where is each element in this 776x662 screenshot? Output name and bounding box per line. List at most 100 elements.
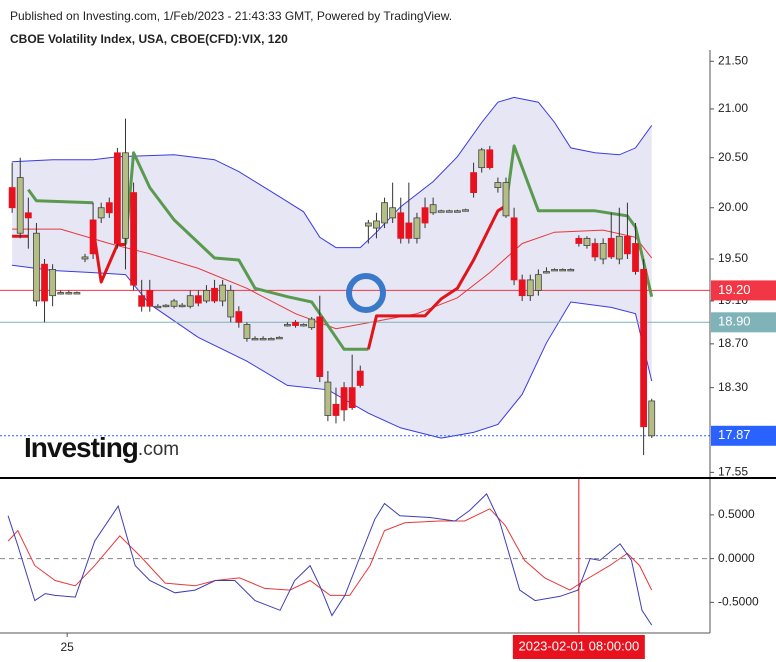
y-tick-label: 21.00 xyxy=(718,101,748,115)
candle-body xyxy=(259,338,267,341)
candle-body xyxy=(203,290,210,302)
candle-body xyxy=(640,269,648,428)
oscillator-panel xyxy=(0,479,710,633)
candle-body xyxy=(308,318,316,329)
y-tick-label: 18.30 xyxy=(718,380,748,394)
candle-body xyxy=(534,274,542,291)
candle-body xyxy=(632,243,639,272)
candle-body xyxy=(551,269,558,272)
candle-body xyxy=(413,217,421,239)
crosshair-label-box xyxy=(512,635,645,659)
candle-body xyxy=(486,149,494,169)
candle-body xyxy=(235,311,243,323)
candle-body xyxy=(49,269,57,297)
y-tick-label: 19.50 xyxy=(718,251,748,265)
candle-body xyxy=(599,243,607,260)
watermark-suffix: .com xyxy=(138,439,179,460)
candle-body xyxy=(510,217,518,281)
price-label: 18.90 xyxy=(718,314,751,329)
candle-body xyxy=(494,182,502,188)
band-fill xyxy=(12,97,652,439)
candle-body xyxy=(24,212,32,219)
candle-body xyxy=(243,324,251,339)
candle-body xyxy=(97,207,105,219)
price-panel xyxy=(0,96,710,456)
candle-body xyxy=(16,177,24,234)
candle-body xyxy=(624,235,631,255)
watermark: Investing.com xyxy=(24,432,179,463)
candle-body xyxy=(227,290,235,318)
candle-body xyxy=(219,284,227,302)
oscillator-k xyxy=(7,493,653,626)
candle-body xyxy=(478,149,486,169)
y-tick-label: 17.55 xyxy=(718,465,748,479)
candle-body xyxy=(33,232,40,302)
candle-body xyxy=(559,269,567,272)
candle-body xyxy=(89,219,97,255)
candle-body xyxy=(170,300,178,307)
candle-body xyxy=(162,304,170,308)
watermark-brand: Investing xyxy=(24,432,138,463)
candle-body xyxy=(251,338,259,341)
highlight-circle xyxy=(346,273,386,313)
crosshair-label: 2023-02-01 08:00:00 xyxy=(518,638,639,653)
candle-body xyxy=(65,292,73,295)
candle-body xyxy=(381,202,388,224)
candle-body xyxy=(122,152,129,239)
candle-body xyxy=(178,304,186,308)
candle-body xyxy=(340,387,348,411)
candle-body xyxy=(211,287,218,302)
y-tick-label: 0.0000 xyxy=(718,551,755,565)
candle-body xyxy=(502,182,510,217)
candle-body xyxy=(526,279,534,297)
candle-body xyxy=(194,295,202,304)
subtitle: Published on Investing.com, 1/Feb/2023 -… xyxy=(10,9,452,23)
candle-body xyxy=(591,243,599,258)
price-label: 19.20 xyxy=(718,282,751,297)
oscillator-d xyxy=(7,508,653,596)
candle-body xyxy=(348,387,356,409)
candle-body xyxy=(154,305,162,309)
candle-body xyxy=(138,295,146,307)
candle-body xyxy=(583,237,591,246)
candle-body xyxy=(275,336,283,340)
candle-body xyxy=(543,271,550,274)
candle-body xyxy=(421,207,429,224)
candle-body xyxy=(648,400,656,437)
candle-body xyxy=(405,222,413,239)
candle-body xyxy=(284,324,291,327)
candle-body xyxy=(437,210,445,213)
candle-body xyxy=(615,235,623,260)
candle-body xyxy=(146,290,154,307)
price-label-box xyxy=(711,425,776,446)
candle-body xyxy=(397,212,405,239)
candle-body xyxy=(470,172,478,194)
candle-body xyxy=(373,220,380,229)
x-tick-label: 25 xyxy=(61,640,75,654)
candle-body xyxy=(105,202,113,214)
lower-band xyxy=(12,264,653,439)
candle-body xyxy=(364,222,372,227)
candle-body xyxy=(454,210,461,213)
y-tick-label: 21.50 xyxy=(718,53,748,67)
candle-body xyxy=(462,209,469,212)
candle-body xyxy=(130,192,137,286)
chart-title: CBOE Volatility Index, USA, CBOE(CFD):VI… xyxy=(10,32,288,46)
candle-body xyxy=(316,316,324,377)
candle-body xyxy=(186,295,194,307)
candle-body xyxy=(300,324,307,327)
candle-body xyxy=(292,321,299,326)
candle-body xyxy=(41,263,48,302)
candle-body xyxy=(445,210,453,213)
candle-body xyxy=(8,187,16,209)
candle-body xyxy=(332,403,340,416)
candle-body xyxy=(113,152,121,244)
candle-body xyxy=(324,381,332,416)
candle-body xyxy=(356,370,364,386)
y-tick-label: 20.50 xyxy=(718,150,748,164)
axes: 21.5021.0020.5020.0019.5019.1018.7018.30… xyxy=(0,50,776,659)
candle-body xyxy=(389,207,397,219)
candle-body xyxy=(567,269,575,272)
candle-body xyxy=(575,237,583,244)
